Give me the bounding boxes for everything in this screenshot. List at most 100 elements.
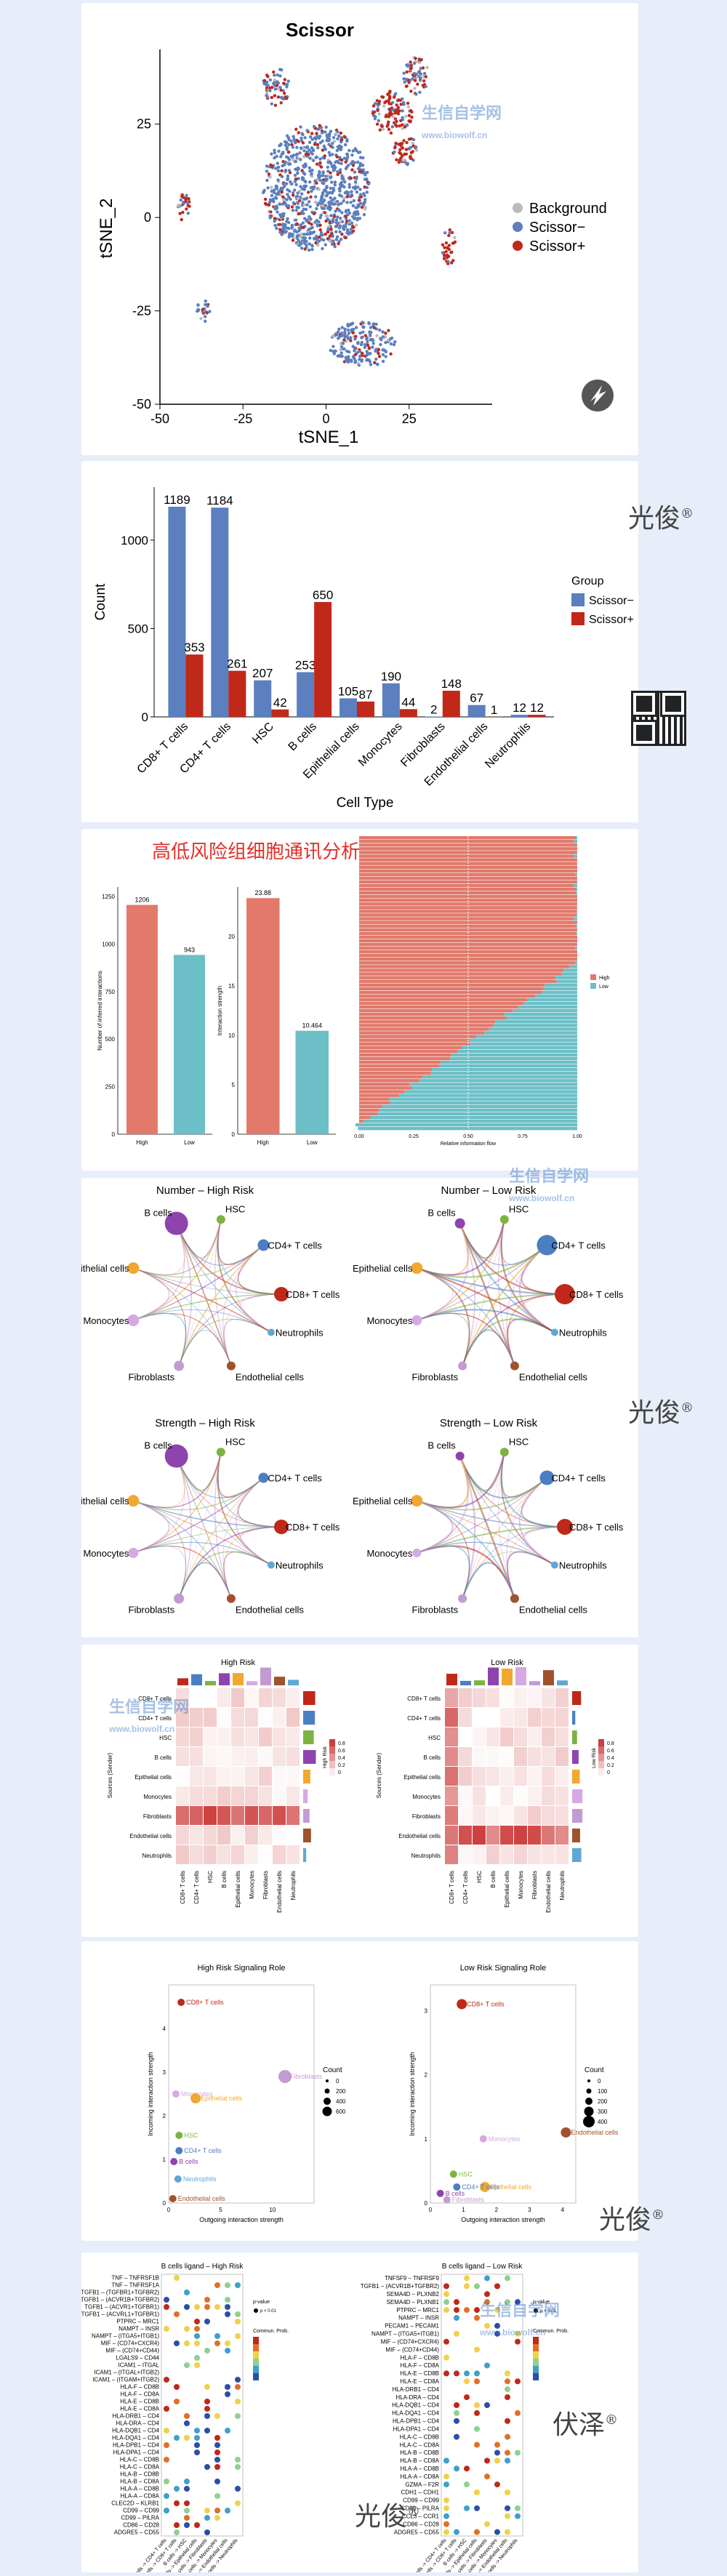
tsne-point: [353, 171, 356, 174]
flow-bar-high: [359, 1109, 379, 1112]
tsne-point: [348, 185, 351, 188]
bar: [211, 507, 228, 717]
tsne-point: [278, 203, 281, 206]
dot: [454, 2410, 459, 2416]
tsne-point: [329, 153, 332, 156]
heatmap-side-bar: [572, 1730, 577, 1744]
network-node-label: Fibroblasts: [129, 1605, 175, 1616]
network-node: [127, 1315, 139, 1326]
bar: [174, 955, 205, 1134]
tsne-point: [364, 334, 367, 337]
legend-title: High Risk: [323, 1746, 328, 1768]
flow-bar-low: [378, 1112, 577, 1115]
heatmap-row-label: Endothelial cells: [398, 1833, 441, 1839]
dot-row-label: TGFB1 – (TGFBR1+TGFBR2): [81, 2290, 159, 2296]
network-node-label: Monocytes: [83, 1315, 129, 1326]
heatmap-cell: [176, 1747, 189, 1766]
bar: [357, 702, 374, 717]
tsne-point: [287, 151, 290, 153]
flow-bar-high: [359, 913, 577, 916]
heatmap-top-bar: [460, 1681, 471, 1685]
tsne-point: [281, 182, 284, 185]
y-tick-label: 1000: [102, 941, 115, 947]
tsne-point: [293, 228, 296, 231]
watermark-brand: 光俊®: [628, 1392, 694, 1429]
dot: [225, 2340, 230, 2346]
network-edge: [417, 1546, 469, 1598]
tsne-point: [336, 137, 339, 140]
tsne-point: [387, 115, 390, 118]
heatmap-cell: [273, 1708, 286, 1727]
tsne-point: [404, 115, 407, 118]
tsne-point: [342, 228, 345, 230]
dot: [454, 2418, 459, 2424]
tsne-point: [386, 125, 389, 128]
tsne-point: [337, 328, 340, 331]
tsne-point: [340, 181, 343, 184]
dot-row-label: ICAM1 – (ITGAL+ITGB2): [94, 2370, 159, 2376]
legend-swatch: [571, 593, 585, 606]
heatmap-cell: [445, 1747, 458, 1766]
network-node: [455, 1219, 465, 1229]
dot: [184, 2340, 190, 2346]
dot: [204, 2384, 210, 2390]
heatmap-cell: [286, 1845, 300, 1864]
tsne-point: [381, 348, 384, 351]
dot: [184, 2435, 190, 2441]
heatmap-cell: [486, 1767, 499, 1786]
flow-bar-high: [359, 965, 569, 968]
tsne-point: [403, 125, 406, 128]
tsne-point: [310, 222, 313, 225]
legend-swatch: [533, 2359, 539, 2366]
tsne-point: [273, 224, 276, 227]
legend-label: 0: [338, 1770, 341, 1775]
y-axis-label: tSNE_2: [97, 198, 116, 259]
tsne-point: [316, 223, 318, 226]
network-edge: [177, 1224, 281, 1294]
tsne-point: [387, 329, 390, 332]
heatmap-cell: [190, 1845, 203, 1864]
tsne-point: [376, 109, 379, 112]
tsne-point: [265, 179, 268, 182]
tsne-point: [340, 159, 342, 161]
tsne-point: [334, 183, 337, 186]
heatmap-top-bar: [219, 1673, 230, 1685]
dot-row-label: TGFB1 – (ACVR1B+TGFBR2): [361, 2283, 440, 2290]
y-tick-label: 10: [228, 1032, 235, 1039]
heatmap-cell: [286, 1688, 300, 1707]
heatmap-side-bar: [572, 1848, 582, 1862]
network-edge: [217, 1452, 263, 1497]
dot: [454, 2370, 459, 2376]
role-point-label: Fibroblasts: [290, 2073, 323, 2080]
heatmap-cell: [555, 1747, 569, 1766]
legend-swatch: [253, 2366, 259, 2373]
tsne-point: [292, 209, 294, 212]
dot: [214, 2457, 220, 2463]
heatmap-cell: [473, 1845, 486, 1864]
network-node-label: Epithelial cells: [353, 1263, 413, 1274]
tsne-point: [334, 161, 337, 164]
tsne-point: [419, 76, 422, 79]
network-edge: [417, 1452, 504, 1507]
network-node: [127, 1495, 139, 1506]
tsne-point: [348, 149, 350, 152]
tsne-point: [308, 242, 310, 245]
heatmap-col-label: CD4+ T cells: [462, 1871, 469, 1904]
network-edge: [133, 1456, 185, 1553]
tsne-point: [324, 233, 327, 236]
tsne-point: [278, 223, 281, 226]
network-edge: [417, 1456, 468, 1508]
tsne-point: [345, 140, 348, 143]
tsne-point: [324, 130, 326, 133]
heatmap-row-label: Neutrophils: [411, 1853, 441, 1859]
heatmap-cell: [528, 1708, 541, 1727]
dot: [484, 2362, 490, 2368]
flow-bar-low: [458, 1050, 577, 1053]
network-edge: [507, 1319, 555, 1365]
dot-row-label: NAMPT – INSR: [119, 2326, 159, 2332]
tsne-point: [316, 146, 319, 149]
dot: [174, 2311, 180, 2317]
tsne-point: [302, 147, 305, 150]
tsne-point: [371, 345, 374, 348]
